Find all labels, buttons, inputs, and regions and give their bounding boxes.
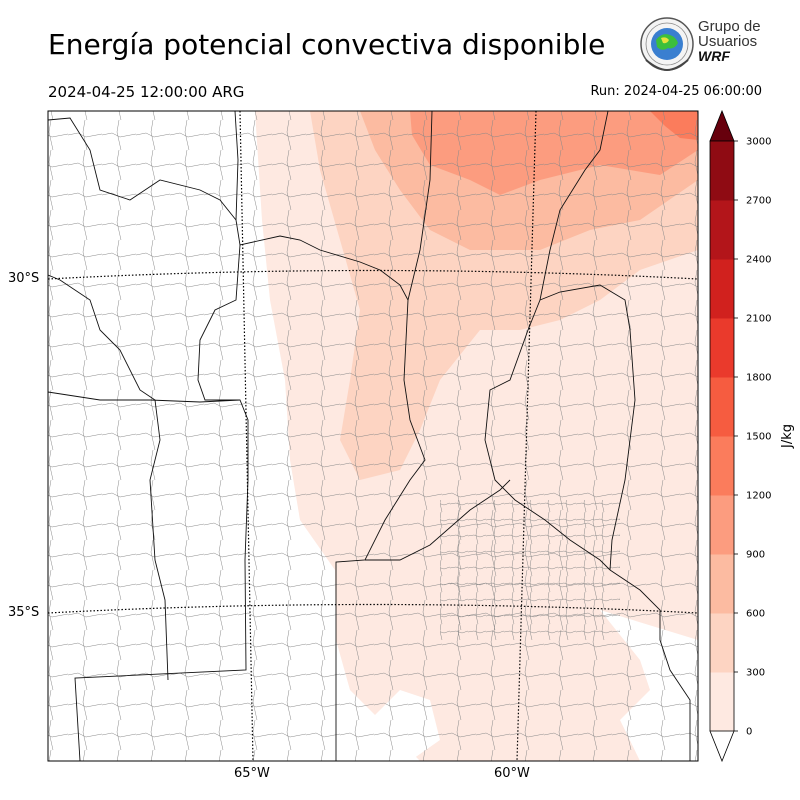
colorbar-tick-label: 0 [746, 727, 752, 738]
logo-line1: Grupo de [698, 18, 761, 35]
colorbar-extend-min [709, 730, 735, 763]
logo-line2: Usuarios [698, 33, 758, 50]
lat-label-35s: 35°S [8, 605, 40, 620]
province-borders [48, 111, 636, 761]
colorbar-tick-label: 2700 [746, 196, 771, 207]
run-time: Run: 2024-04-25 06:00:00 [590, 84, 762, 99]
colorbar-segment [710, 554, 734, 614]
wrf-users-logo: Grupo de Usuarios WRF [638, 16, 768, 74]
colorbar-segment [710, 613, 734, 673]
lon-label-65w: 65°W [234, 766, 270, 781]
colorbar-tick-label: 1800 [746, 373, 771, 384]
map-title: Energía potencial convectiva disponible [48, 28, 606, 61]
colorbar-tick-label: 300 [746, 668, 765, 679]
colorbar-segment [710, 436, 734, 496]
colorbar-tick-label: 2400 [746, 255, 771, 266]
globe-seal-icon [640, 17, 694, 72]
colorbar: 0 300 600 900 1200 1500 1800 2100 2400 2700 3000 J/… [709, 109, 795, 763]
colorbar-segment [710, 672, 734, 732]
lon-label-60w: 60°W [494, 766, 530, 781]
colorbar-extend-max [709, 109, 735, 142]
colorbar-segment [710, 141, 734, 201]
colorbar-segment [710, 377, 734, 437]
logo-line3: WRF [698, 48, 730, 64]
colorbar-tick-label: 2100 [746, 314, 771, 325]
colorbar-unit-label: J/kg [780, 424, 795, 449]
colorbar-segment [710, 495, 734, 555]
colorbar-tick-label: 600 [746, 609, 765, 620]
graticule [48, 111, 698, 761]
colorbar-tick-label: 1500 [746, 432, 771, 443]
colorbar-tick-label: 1200 [746, 491, 771, 502]
colorbar-tick-label: 900 [746, 550, 765, 561]
colorbar-tick-label: 3000 [746, 137, 771, 148]
map-frame [47, 110, 699, 762]
lat-label-30s: 30°S [8, 271, 40, 286]
colorbar-segment [710, 200, 734, 260]
valid-time: 2024-04-25 12:00:00 ARG [48, 83, 245, 101]
colorbar-segment [710, 318, 734, 378]
colorbar-segment [710, 259, 734, 319]
cape-field [48, 111, 698, 761]
